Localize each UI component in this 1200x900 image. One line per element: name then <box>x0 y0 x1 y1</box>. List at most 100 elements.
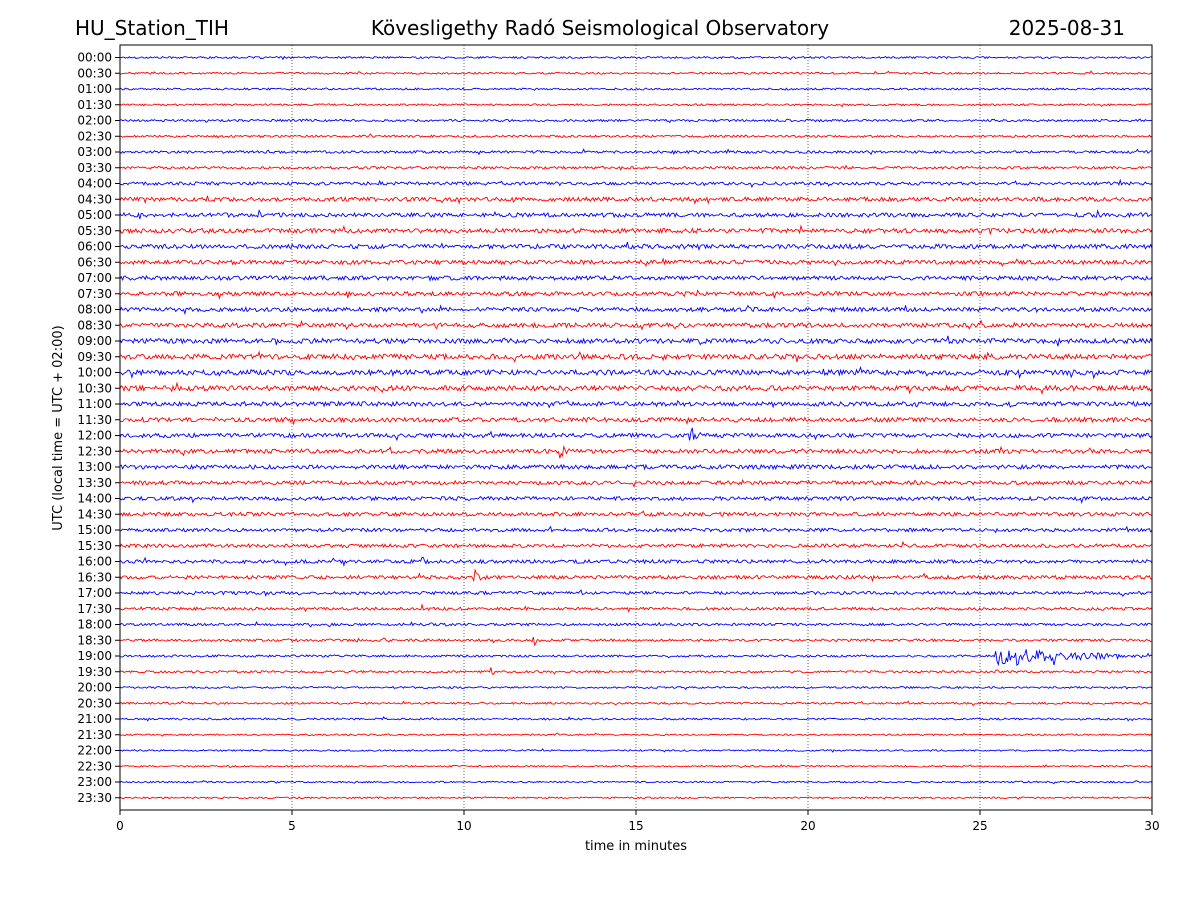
trace-0530 <box>119 224 1153 235</box>
row-label-0930: 09:30 <box>77 350 112 364</box>
row-label-2030: 20:30 <box>77 696 112 710</box>
trace-0100 <box>119 87 1153 91</box>
trace-1830 <box>119 636 1153 647</box>
trace-2200 <box>119 748 1152 753</box>
row-label-1500: 15:00 <box>77 523 112 537</box>
trace-2300 <box>119 780 1153 785</box>
chart-title: Kövesligethy Radó Seismological Observat… <box>371 16 829 40</box>
row-label-2300: 23:00 <box>77 775 112 789</box>
row-label-0800: 08:00 <box>77 303 112 317</box>
row-label-1700: 17:00 <box>77 586 112 600</box>
seismic-traces <box>119 55 1153 800</box>
row-label-1400: 14:00 <box>77 492 112 506</box>
row-label-0330: 03:30 <box>77 161 112 175</box>
row-label-0000: 00:00 <box>77 51 112 65</box>
row-label-1200: 12:00 <box>77 429 112 443</box>
row-label-0430: 04:30 <box>77 192 112 206</box>
trace-1230 <box>119 445 1153 459</box>
row-label-1030: 10:30 <box>77 381 112 395</box>
row-label-2330: 23:30 <box>77 791 112 805</box>
trace-0600 <box>119 241 1153 252</box>
trace-0900 <box>119 335 1153 347</box>
row-label-0230: 02:30 <box>77 129 112 143</box>
row-label-0700: 07:00 <box>77 271 112 285</box>
row-label-0300: 03:00 <box>77 145 112 159</box>
station-name: HU_Station_TIH <box>75 16 229 40</box>
trace-2100 <box>119 716 1153 722</box>
trace-1500 <box>119 525 1153 534</box>
row-label-0030: 00:30 <box>77 66 112 80</box>
plot-frame <box>119 44 1153 811</box>
row-label-1930: 19:30 <box>77 665 112 679</box>
x-tick-label: 25 <box>972 819 987 833</box>
trace-1030 <box>119 381 1153 395</box>
row-label-1000: 10:00 <box>77 366 112 380</box>
trace-0730 <box>119 289 1153 300</box>
trace-0830 <box>119 319 1153 331</box>
row-label-1900: 19:00 <box>77 649 112 663</box>
trace-1630 <box>119 568 1153 583</box>
row-label-2130: 21:30 <box>77 728 112 742</box>
trace-1530 <box>119 540 1153 549</box>
chart-date: 2025-08-31 <box>1009 16 1125 40</box>
x-tick-label: 30 <box>1144 819 1159 833</box>
trace-1430 <box>119 510 1153 518</box>
trace-0000 <box>119 55 1153 61</box>
trace-1900 <box>119 648 1153 667</box>
trace-2230 <box>119 764 1153 769</box>
row-label-1130: 11:30 <box>77 413 112 427</box>
row-label-1600: 16:00 <box>77 555 112 569</box>
x-tick-label: 20 <box>800 819 815 833</box>
trace-0330 <box>119 164 1153 171</box>
trace-0430 <box>119 195 1153 205</box>
trace-0300 <box>119 148 1153 156</box>
trace-1300 <box>119 463 1153 471</box>
row-label-1800: 18:00 <box>77 618 112 632</box>
trace-0500 <box>119 209 1153 220</box>
trace-2030 <box>119 700 1153 707</box>
row-label-1530: 15:30 <box>77 539 112 553</box>
trace-1730 <box>119 603 1153 613</box>
trace-0630 <box>119 257 1153 267</box>
row-label-2000: 20:00 <box>77 681 112 695</box>
row-label-1830: 18:30 <box>77 633 112 647</box>
trace-1130 <box>119 416 1153 426</box>
grid-lines <box>291 45 981 810</box>
row-label-0500: 05:00 <box>77 208 112 222</box>
row-label-0130: 01:30 <box>77 98 112 112</box>
trace-1600 <box>119 556 1153 567</box>
row-label-1100: 11:00 <box>77 397 112 411</box>
row-label-1630: 16:30 <box>77 570 112 584</box>
row-label-1730: 17:30 <box>77 602 112 616</box>
row-label-2230: 22:30 <box>77 759 112 773</box>
trace-0930 <box>119 350 1153 363</box>
row-label-0630: 06:30 <box>77 255 112 269</box>
trace-1100 <box>119 399 1153 409</box>
row-label-0400: 04:00 <box>77 177 112 191</box>
row-label-1330: 13:30 <box>77 476 112 490</box>
trace-0130 <box>119 103 1153 108</box>
row-label-0900: 09:00 <box>77 334 112 348</box>
trace-2130 <box>119 732 1153 737</box>
row-label-0600: 06:00 <box>77 240 112 254</box>
trace-0800 <box>119 304 1153 316</box>
row-label-2100: 21:00 <box>77 712 112 726</box>
trace-0400 <box>119 178 1153 188</box>
x-tick-label: 5 <box>288 819 296 833</box>
trace-1800 <box>119 620 1153 628</box>
x-tick-label: 15 <box>628 819 643 833</box>
trace-2000 <box>119 685 1153 691</box>
row-label-2200: 22:00 <box>77 744 112 758</box>
row-label-1300: 13:00 <box>77 460 112 474</box>
x-axis-label: time in minutes <box>585 839 687 854</box>
trace-1330 <box>119 478 1153 488</box>
trace-0700 <box>119 274 1153 282</box>
row-label-0530: 05:30 <box>77 224 112 238</box>
row-label-0100: 01:00 <box>77 82 112 96</box>
row-label-0200: 02:00 <box>77 114 112 128</box>
row-label-0830: 08:30 <box>77 318 112 332</box>
trace-1200 <box>119 427 1153 442</box>
trace-2330 <box>119 796 1153 800</box>
trace-1700 <box>119 589 1153 598</box>
trace-0200 <box>119 118 1153 124</box>
